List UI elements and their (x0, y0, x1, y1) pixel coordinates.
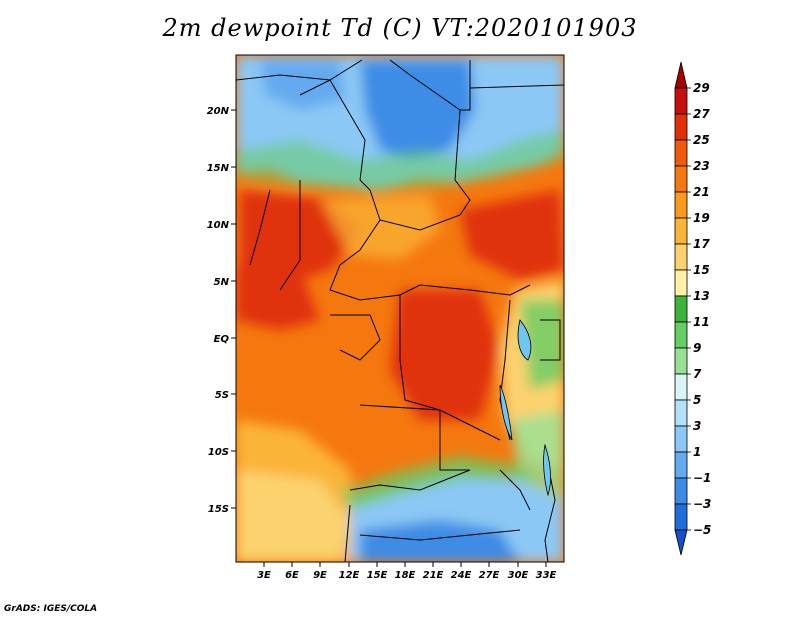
colorbar-label: 1 (693, 445, 701, 459)
colorbar-label: 15 (693, 263, 710, 277)
lon-tick-6e: 6E (285, 570, 299, 581)
colorbar-label: 27 (693, 107, 710, 121)
colorbar-label: 3 (693, 419, 701, 433)
longitude-axis: 3E 6E 9E 12E 15E 18E 21E 24E 27E 30E 33E (257, 562, 557, 581)
colorbar-cell (674, 321, 688, 349)
colorbar-cell (674, 373, 688, 401)
colorbar-cell (674, 451, 688, 479)
lat-tick-20n: 20N (207, 106, 230, 117)
colorbar-label: 17 (693, 237, 710, 251)
colorbar-cell (674, 425, 688, 453)
colorbar-cell (674, 87, 688, 115)
colorbar-cap-top (674, 61, 688, 89)
lon-tick-15e: 15E (367, 570, 388, 581)
lon-tick-12e: 12E (339, 570, 360, 581)
map-frame (235, 54, 565, 563)
colorbar-label: 21 (693, 185, 710, 199)
colorbar-cell (674, 165, 688, 193)
lon-tick-24e: 24E (451, 570, 472, 581)
latitude-axis: 20N 15N 10N 5N EQ 5S 10S 15S (207, 106, 236, 515)
lat-tick-15s: 15S (208, 504, 229, 515)
colorbar-cell (674, 191, 688, 219)
colorbar-label: 7 (693, 367, 702, 381)
colorbar-label: 11 (693, 315, 710, 329)
map-title: 2m dewpoint Td (C) VT:2020101903 (162, 14, 638, 42)
colorbar-cell (674, 399, 688, 427)
colorbar-label: −3 (693, 497, 711, 511)
colorbar-label: 5 (693, 393, 701, 407)
lat-tick-eq: EQ (214, 334, 230, 345)
colorbar-cell (674, 503, 688, 531)
colorbar-label: 25 (693, 133, 710, 147)
colorbar-cell (674, 477, 688, 505)
grads-credit: GrADS: IGES/COLA (4, 604, 98, 614)
lon-tick-3e: 3E (257, 570, 271, 581)
lon-tick-33e: 33E (536, 570, 557, 581)
colorbar-cell (674, 217, 688, 245)
colorbar-label: 23 (693, 159, 710, 173)
lat-tick-15n: 15N (207, 163, 230, 174)
lon-tick-21e: 21E (423, 570, 444, 581)
colorbar-cell (674, 139, 688, 167)
lat-tick-10n: 10N (207, 220, 230, 231)
colorbar-label: 9 (693, 341, 701, 355)
lat-tick-5n: 5N (214, 277, 230, 288)
colorbar-cell (674, 269, 688, 297)
colorbar: 29 27 25 23 21 19 17 15 13 11 9 7 5 3 1 −1 −3 −5 (674, 61, 711, 556)
colorbar-label: −1 (693, 471, 711, 485)
lon-tick-27e: 27E (479, 570, 500, 581)
lon-tick-9e: 9E (313, 570, 327, 581)
colorbar-cell (674, 295, 688, 323)
colorbar-cell (674, 347, 688, 375)
lat-tick-5s: 5S (215, 390, 229, 401)
colorbar-label: −5 (693, 523, 711, 537)
colorbar-cap-bottom (674, 529, 688, 556)
lon-tick-18e: 18E (395, 570, 416, 581)
dewpoint-field (236, 55, 564, 562)
lat-tick-10s: 10S (208, 447, 229, 458)
colorbar-label: 13 (693, 289, 710, 303)
colorbar-label: 29 (693, 81, 710, 95)
lon-tick-30e: 30E (508, 570, 529, 581)
colorbar-cell (674, 243, 688, 271)
colorbar-cell (674, 113, 688, 141)
colorbar-label: 19 (693, 211, 710, 225)
